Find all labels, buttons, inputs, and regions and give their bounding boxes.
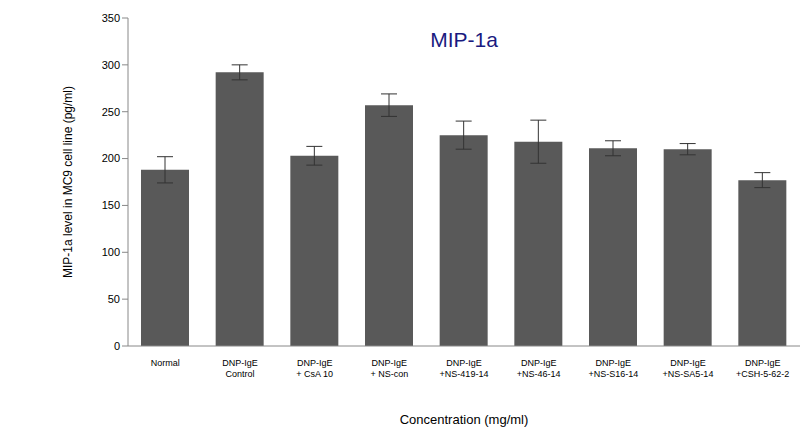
svg-text:DNP-IgE+NS-SA5-14: DNP-IgE+NS-SA5-14 [663, 358, 714, 379]
svg-text:DNP-IgE+CSH-5-62-2: DNP-IgE+CSH-5-62-2 [736, 358, 789, 379]
svg-text:Normal: Normal [151, 358, 180, 368]
svg-text:100: 100 [102, 246, 120, 258]
svg-text:250: 250 [102, 106, 120, 118]
svg-text:Concentration (mg/ml): Concentration (mg/ml) [400, 412, 529, 427]
svg-text:MIP-1a level in MC9 cell line: MIP-1a level in MC9 cell line (pg/ml) [61, 86, 75, 278]
svg-text:DNP-IgE+NS-S16-14: DNP-IgE+NS-S16-14 [588, 358, 638, 379]
svg-text:DNP-IgE+NS-419-14: DNP-IgE+NS-419-14 [440, 358, 489, 379]
svg-text:150: 150 [102, 199, 120, 211]
svg-text:300: 300 [102, 59, 120, 71]
svg-text:DNP-IgEControl: DNP-IgEControl [222, 358, 258, 379]
svg-text:DNP-IgE+ CsA 10: DNP-IgE+ CsA 10 [296, 358, 333, 379]
svg-text:200: 200 [102, 152, 120, 164]
svg-text:350: 350 [102, 12, 120, 24]
svg-text:DNP-IgE+NS-46-14: DNP-IgE+NS-46-14 [517, 358, 561, 379]
svg-text:50: 50 [108, 293, 120, 305]
html-text:MIP-1a: MIP-1a [430, 28, 498, 51]
svg-text:DNP-IgE+ NS-con: DNP-IgE+ NS-con [370, 358, 408, 379]
svg-text:0: 0 [114, 340, 120, 352]
